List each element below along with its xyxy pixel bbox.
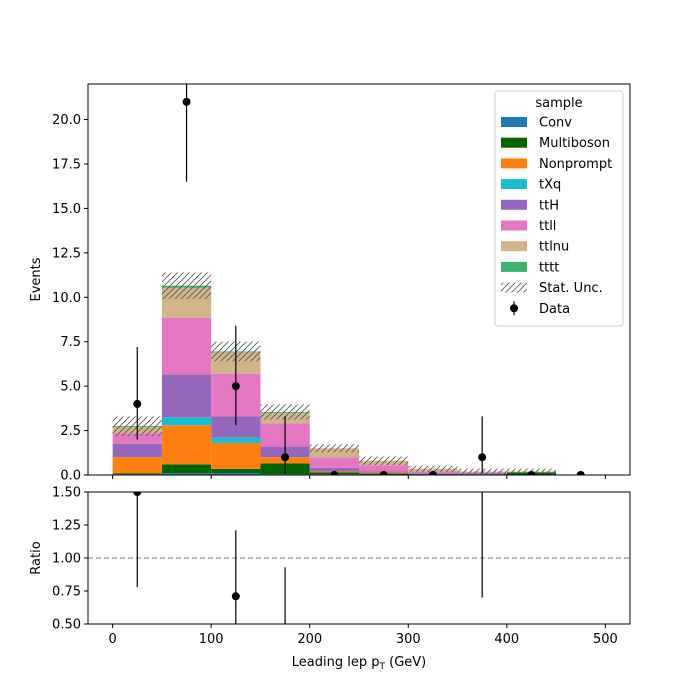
data-point-8 <box>527 471 536 475</box>
legend-label-tth: ttH <box>539 198 559 213</box>
ratio-point-1 <box>231 592 240 601</box>
ratio-xtick-label: 0 <box>108 632 116 647</box>
bar-multiboson-0 <box>112 473 162 475</box>
data-point-4 <box>330 471 339 475</box>
main-ytick-label: 7.5 <box>60 335 81 350</box>
main-ytick-label: 2.5 <box>60 424 81 439</box>
ratio-xtick-label: 200 <box>297 632 322 647</box>
main-ytick-label: 5.0 <box>60 380 81 395</box>
main-ytick-label: 15.0 <box>52 202 81 217</box>
stat-unc-band-1 <box>161 272 212 299</box>
main-ytick-label: 10.0 <box>52 291 81 306</box>
legend-label-ttlnu: ttlnu <box>539 240 569 255</box>
ratio-point-0 <box>133 492 142 496</box>
ratio-ytick-label: 1.25 <box>52 519 81 534</box>
data-point-5 <box>379 471 388 475</box>
bar-nonprompt-2 <box>211 443 261 469</box>
x-axis-label: Leading lep pT (GeV) <box>292 655 426 672</box>
bar-ttlnu-4 <box>309 448 359 458</box>
legend-swatch-tth <box>501 199 527 210</box>
ratio-xtick-label: 500 <box>593 632 618 647</box>
legend-label-stat-unc: Stat. Unc. <box>539 281 603 296</box>
bar-nonprompt-1 <box>161 425 212 465</box>
legend-data-marker <box>510 304 518 313</box>
legend-label-ttll: ttll <box>539 219 556 234</box>
ratio-point-2 <box>281 646 289 654</box>
bar-multiboson-1 <box>161 464 212 474</box>
legend-swatch-multiboson <box>501 137 527 148</box>
bar-ttll-1 <box>161 317 212 375</box>
bar-tth-2 <box>211 416 261 438</box>
legend-label-tttt: tttt <box>539 260 559 275</box>
legend-swatch-nonprompt <box>501 158 527 169</box>
bar-txq-1 <box>161 417 212 426</box>
ratio-ylabel: Ratio <box>29 541 44 574</box>
ratio-ytick-label: 1.50 <box>52 486 81 501</box>
main-ytick-label: 20.0 <box>52 113 81 128</box>
ratio-xtick-label: 100 <box>199 632 224 647</box>
stat-unc-band-6 <box>408 465 458 472</box>
main-histogram-panel: 0.0 2.5 5.0 7.5 10.0 12.5 15.0 17.5 20.0 Events <box>29 83 631 484</box>
legend-label-txq: tXq <box>539 178 561 193</box>
bar-conv-1 <box>161 473 212 475</box>
stat-unc-band-3 <box>260 404 310 420</box>
legend-label-conv: Conv <box>539 116 572 131</box>
legend-swatch-ttlnu <box>501 241 527 252</box>
stat-unc-band-4 <box>309 444 359 453</box>
main-ylabel: Events <box>29 257 44 301</box>
ratio-ytick-label: 0.50 <box>52 618 81 633</box>
ratio-points <box>133 492 483 654</box>
bar-tth-0 <box>112 443 162 458</box>
data-point-9 <box>576 471 585 475</box>
legend-swatch-ttll <box>501 220 527 231</box>
bar-txq-2 <box>211 437 261 444</box>
ratio-panel: 0.50 0.75 1.00 1.25 1.50 0 100 200 300 400 500 Rati… <box>29 486 631 672</box>
legend-swatch-txq <box>501 179 527 190</box>
legend-title: sample <box>535 96 582 111</box>
legend-label-nonprompt: Nonprompt <box>539 157 612 172</box>
bar-ttll-5 <box>359 465 409 472</box>
legend-swatch-stat-unc <box>501 282 527 293</box>
main-ytick-label: 0.0 <box>60 469 81 484</box>
main-ytick-label: 12.5 <box>52 246 81 261</box>
stat-unc-band-5 <box>359 456 409 466</box>
data-point-6 <box>428 471 437 475</box>
bar-nonprompt-0 <box>112 457 162 474</box>
bar-ttll-4 <box>309 457 359 468</box>
legend-swatch-conv <box>501 117 527 127</box>
data-point-2 <box>231 382 240 391</box>
bar-tth-1 <box>161 374 212 418</box>
bar-multiboson-2 <box>211 468 261 474</box>
ratio-ytick-label: 1.00 <box>52 552 81 567</box>
data-points <box>133 84 585 475</box>
bar-conv-2 <box>211 473 261 475</box>
legend: sample Conv Multiboson Nonprompt tXq ttH ttll t… <box>494 90 624 327</box>
bar-tth-4 <box>309 467 359 472</box>
main-ytick-label: 17.5 <box>52 157 81 172</box>
data-point-3 <box>281 453 290 462</box>
ratio-xtick-label: 400 <box>494 632 519 647</box>
data-point-0 <box>133 399 142 408</box>
main-axes-frame <box>87 83 631 476</box>
legend-label-data: Data <box>539 302 570 317</box>
ratio-xtick-label: 300 <box>396 632 421 647</box>
data-point-1 <box>182 97 191 106</box>
data-point-7 <box>478 453 487 462</box>
legend-swatch-tttt <box>501 261 527 272</box>
ratio-ytick-label: 0.75 <box>52 585 81 600</box>
legend-label-multiboson: Multiboson <box>539 136 610 151</box>
